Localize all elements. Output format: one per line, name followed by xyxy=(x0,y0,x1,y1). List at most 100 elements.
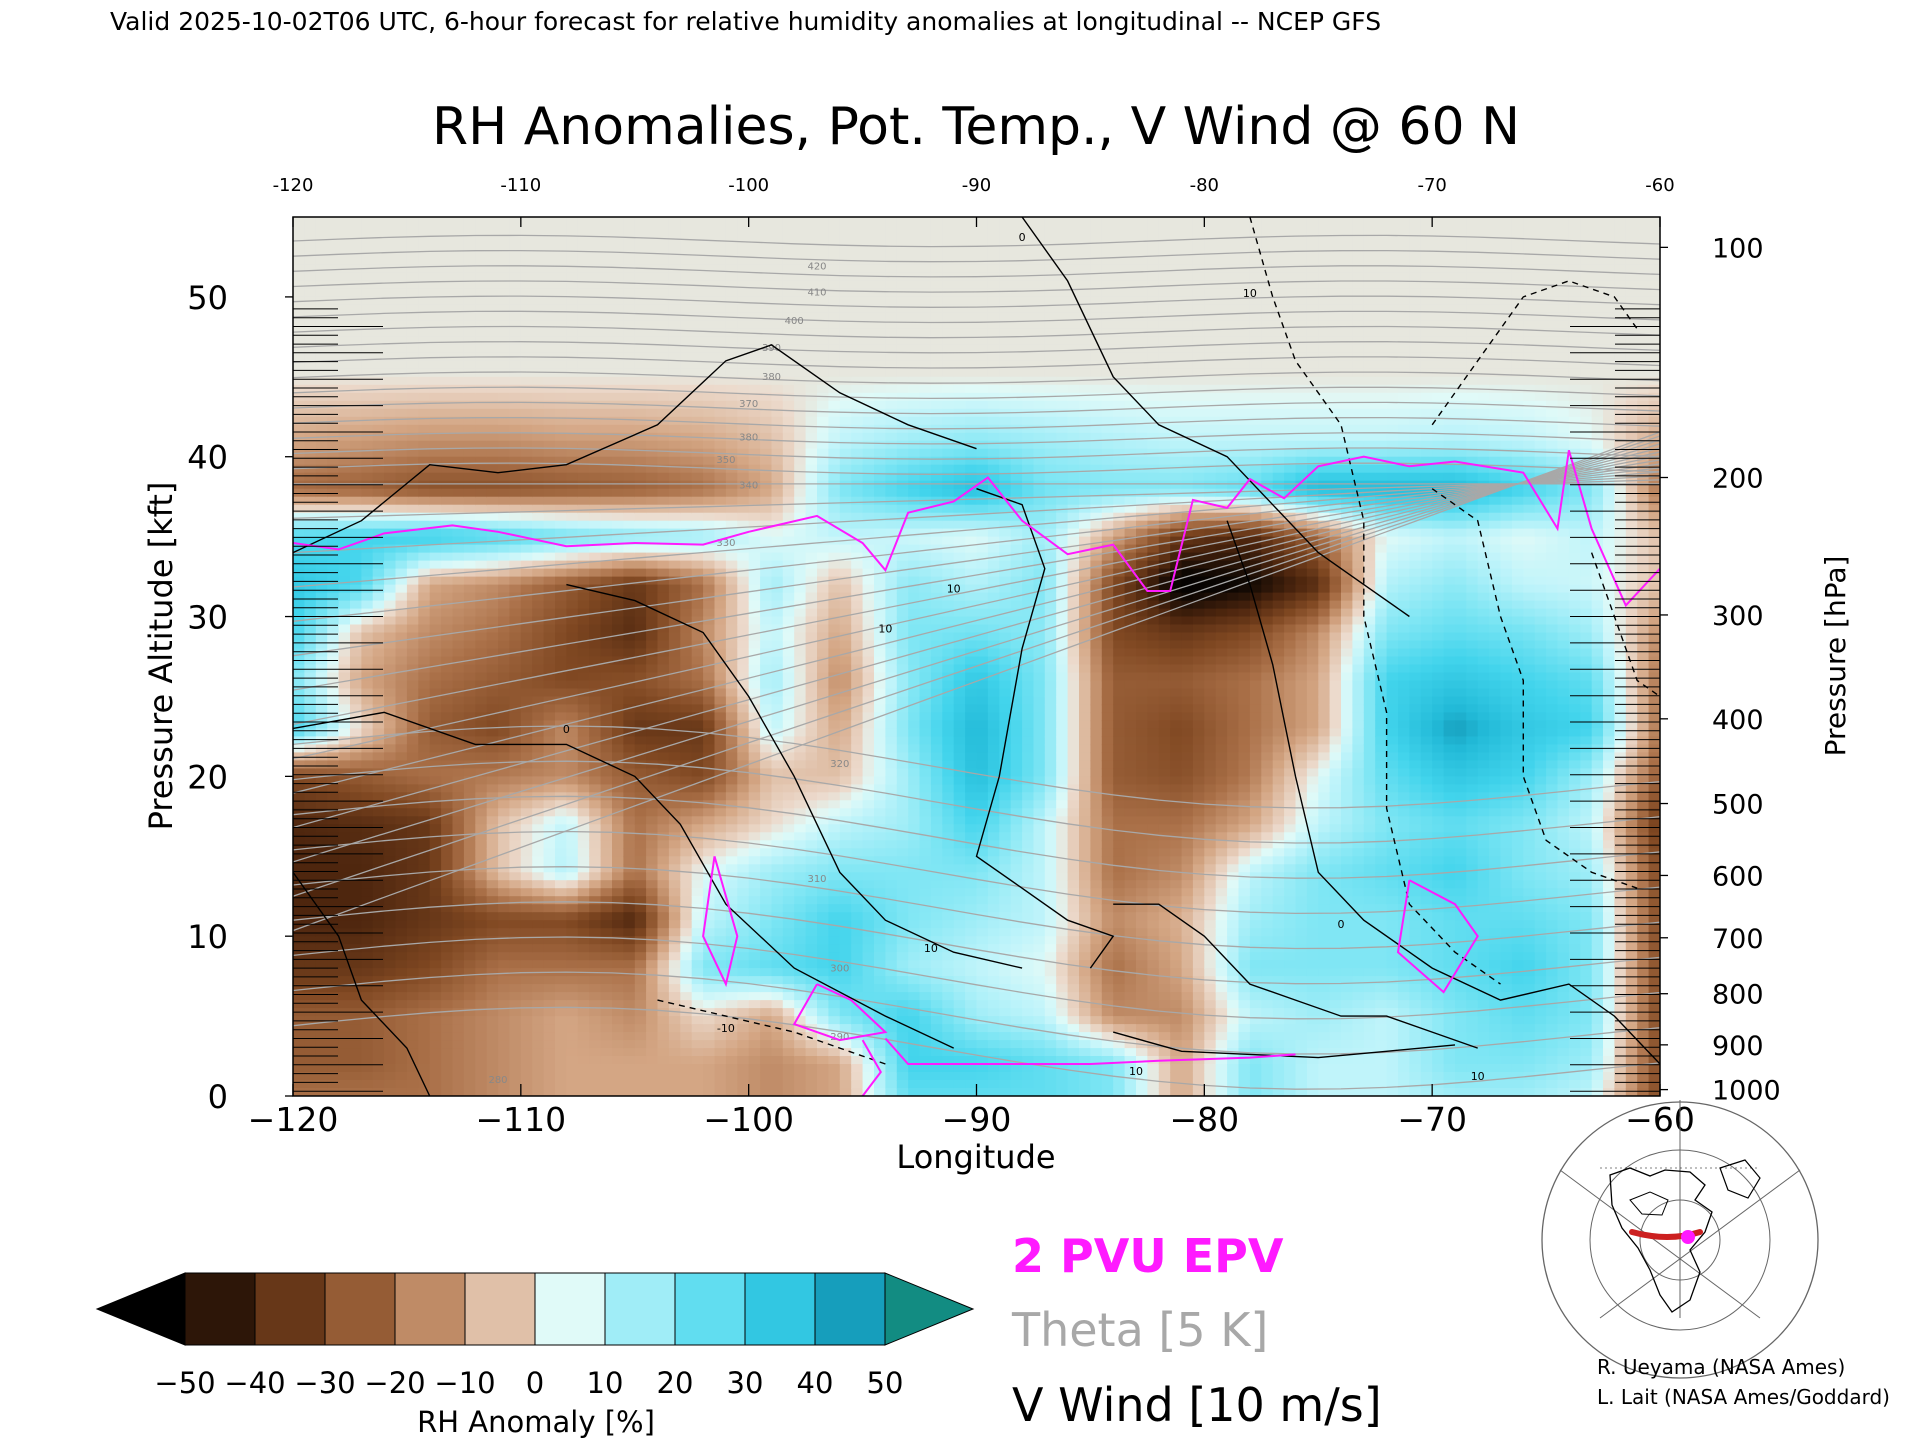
rh-cell xyxy=(771,217,784,226)
rh-cell xyxy=(691,312,704,322)
rh-cell xyxy=(395,704,408,714)
rh-cell xyxy=(441,856,454,866)
rh-cell xyxy=(668,720,682,730)
rh-cell xyxy=(680,512,693,522)
rh-cell xyxy=(566,480,579,490)
rh-cell xyxy=(543,640,556,650)
rh-cell xyxy=(646,1016,659,1025)
rh-cell xyxy=(327,249,340,258)
rh-cell xyxy=(532,1064,545,1073)
rh-cell xyxy=(384,544,397,554)
rh-cell xyxy=(293,328,306,338)
rh-cell xyxy=(293,272,306,282)
rh-cell xyxy=(634,472,647,482)
rh-cell xyxy=(395,640,408,650)
rh-cell xyxy=(532,1088,545,1096)
rh-cell xyxy=(657,1040,670,1049)
rh-cell xyxy=(577,648,590,658)
rh-cell xyxy=(760,1040,773,1049)
rh-cell xyxy=(657,512,670,522)
rh-cell xyxy=(748,464,761,474)
rh-cell xyxy=(634,257,647,266)
rh-cell xyxy=(304,1032,317,1041)
rh-cell xyxy=(760,592,773,602)
rh-cell xyxy=(634,920,647,929)
rh-cell xyxy=(498,416,511,426)
rh-cell xyxy=(737,241,750,250)
rh-cell xyxy=(771,784,784,794)
rh-cell xyxy=(691,848,704,858)
rh-cell xyxy=(737,1000,750,1009)
rh-cell xyxy=(737,1064,750,1073)
rh-cell xyxy=(463,1088,477,1096)
rh-cell xyxy=(327,584,340,594)
rh-cell xyxy=(794,1016,807,1025)
rh-cell xyxy=(805,225,818,234)
rh-cell xyxy=(771,312,784,322)
rh-cell xyxy=(475,1000,488,1009)
rh-cell xyxy=(623,896,636,905)
rh-cell xyxy=(406,280,420,290)
rh-cell xyxy=(771,1088,784,1096)
rh-cell xyxy=(657,896,670,905)
rh-cell xyxy=(760,608,773,618)
rh-cell xyxy=(350,696,363,706)
rh-cell xyxy=(623,576,636,586)
rh-cell xyxy=(452,632,465,642)
rh-cell xyxy=(566,528,579,538)
rh-cell xyxy=(657,392,670,402)
rh-cell xyxy=(555,864,568,874)
rh-cell xyxy=(486,976,499,985)
rh-cell xyxy=(406,864,420,874)
rh-cell xyxy=(589,640,602,650)
rh-cell xyxy=(691,320,704,330)
rh-cell xyxy=(486,1056,499,1065)
rh-cell xyxy=(703,816,716,826)
rh-cell xyxy=(293,696,306,706)
rh-cell xyxy=(315,976,328,985)
rh-cell xyxy=(406,648,420,658)
rh-cell xyxy=(680,320,693,330)
rh-cell xyxy=(589,320,602,330)
rh-cell xyxy=(395,296,408,306)
rh-cell xyxy=(794,336,807,346)
rh-cell xyxy=(612,752,625,762)
rh-cell xyxy=(350,584,363,594)
rh-cell xyxy=(463,408,477,418)
rh-cell xyxy=(441,928,454,937)
rh-cell xyxy=(691,720,704,730)
rh-cell xyxy=(691,352,704,362)
rh-cell xyxy=(760,217,773,226)
rh-cell xyxy=(350,704,363,714)
rh-cell xyxy=(657,776,670,786)
rh-cell xyxy=(441,592,454,602)
rh-cell xyxy=(475,416,488,426)
rh-cell xyxy=(429,840,442,850)
rh-cell xyxy=(566,936,579,945)
rh-cell xyxy=(350,760,363,770)
rh-cell xyxy=(338,249,351,258)
rh-cell xyxy=(577,784,590,794)
rh-cell xyxy=(350,528,363,538)
rh-cell xyxy=(646,784,659,794)
rh-cell xyxy=(771,304,784,314)
rh-cell xyxy=(304,624,317,634)
rh-cell xyxy=(315,1024,328,1033)
rh-cell xyxy=(406,984,420,993)
rh-cell xyxy=(384,257,397,266)
rh-cell xyxy=(714,217,727,226)
rh-cell xyxy=(612,432,625,442)
rh-cell xyxy=(441,392,454,402)
rh-cell xyxy=(498,1024,511,1033)
rh-cell xyxy=(463,880,477,889)
rh-cell xyxy=(327,768,340,778)
rh-cell xyxy=(612,840,625,850)
rh-cell xyxy=(293,560,306,570)
rh-cell xyxy=(338,848,351,858)
rh-cell xyxy=(475,656,488,666)
rh-cell xyxy=(577,728,590,738)
rh-cell xyxy=(475,976,488,985)
rh-cell xyxy=(361,904,374,913)
rh-cell xyxy=(782,400,795,410)
rh-cell xyxy=(714,624,727,634)
